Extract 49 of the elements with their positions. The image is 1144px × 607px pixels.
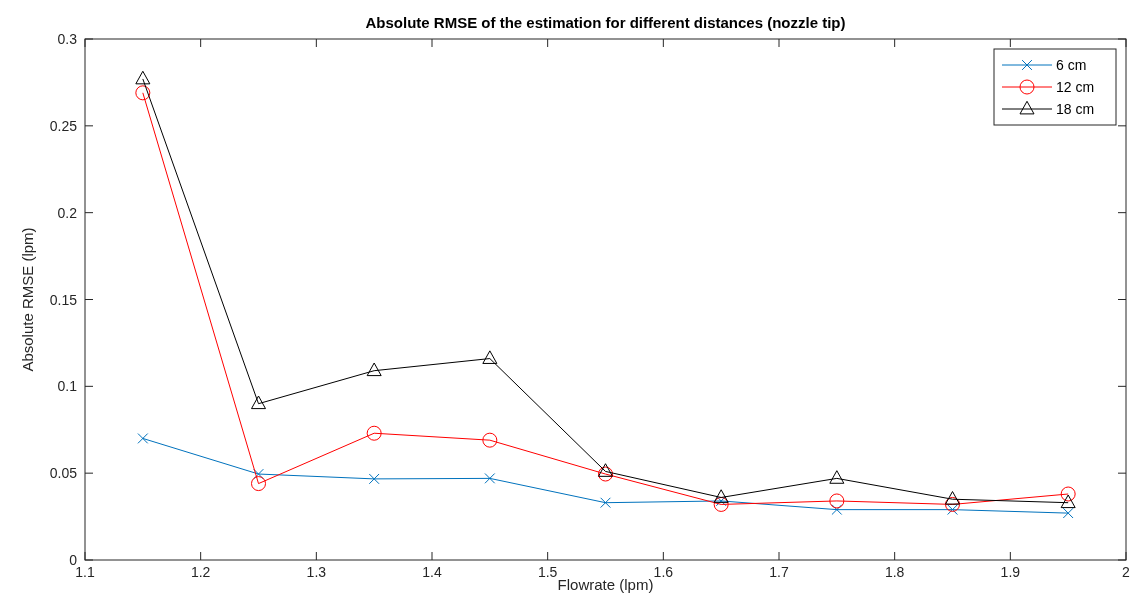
y-tick-label: 0.15 — [49, 291, 78, 308]
y-tick-label: 0.3 — [57, 31, 78, 47]
point — [1060, 494, 1076, 509]
chart-title: Absolute RMSE of the estimation for different distances (nozzle tip) — [365, 14, 846, 31]
x-tick-label: 1.2 — [190, 564, 211, 580]
point — [947, 504, 958, 516]
point — [829, 493, 845, 509]
point — [713, 496, 729, 512]
point — [137, 433, 149, 444]
point — [366, 362, 382, 377]
point — [829, 470, 845, 484]
point — [482, 350, 498, 364]
point — [945, 491, 960, 505]
x-tick-label: 1.8 — [884, 564, 905, 580]
point — [945, 496, 960, 512]
y-axis-title: Absolute RMSE (lpm) — [19, 227, 36, 372]
point — [135, 85, 151, 101]
point — [600, 497, 611, 509]
point — [368, 473, 380, 485]
x-tick-label: 1.3 — [306, 564, 327, 580]
y-tick-label: 0.2 — [57, 204, 78, 221]
x-axis-title: Flowrate (lpm) — [557, 576, 654, 593]
legend-label: 6 cm — [1056, 57, 1087, 73]
y-tick-label: 0 — [69, 552, 78, 568]
point — [251, 476, 266, 492]
point — [484, 472, 496, 484]
y-tick-label: 0.05 — [49, 465, 78, 482]
legend-label: 18 cm — [1056, 101, 1095, 117]
x-tick-label: 1.4 — [422, 564, 442, 580]
point — [135, 70, 151, 85]
point — [1062, 507, 1074, 519]
x-tick-label: 1.1 — [75, 564, 95, 580]
point — [713, 489, 729, 503]
x-tick-label: 1.9 — [1000, 564, 1021, 580]
point — [598, 466, 613, 482]
point — [253, 468, 264, 480]
y-tick-label: 0.25 — [49, 117, 78, 134]
point — [482, 432, 498, 448]
point — [831, 504, 843, 516]
x-tick-label: 1.5 — [537, 564, 558, 580]
y-tick-label: 0.1 — [57, 378, 78, 395]
x-tick-label: 1.7 — [769, 564, 789, 580]
x-tick-label: 2 — [1122, 564, 1131, 580]
point — [598, 463, 613, 477]
point — [1060, 486, 1076, 502]
x-tick-label: 1.6 — [653, 564, 674, 580]
point — [251, 395, 266, 410]
legend-label: 12 cm — [1056, 79, 1095, 95]
point — [366, 425, 382, 441]
